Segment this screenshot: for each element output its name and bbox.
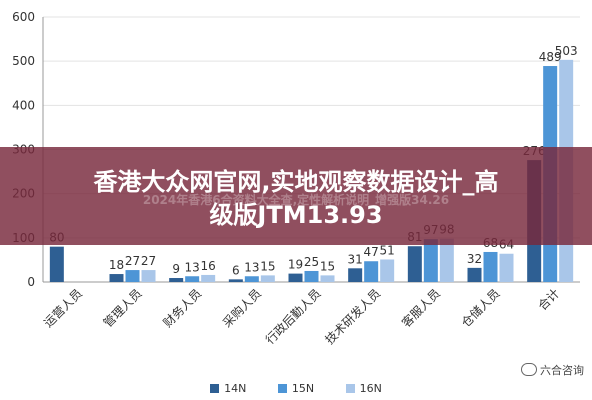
legend-item-16n: 16N xyxy=(345,382,382,395)
y-tick-label: 400 xyxy=(12,98,35,112)
y-tick-label: 600 xyxy=(12,10,35,24)
watermark-text: 六合咨询 xyxy=(540,364,584,377)
x-tick-label: 技术研发人员 xyxy=(322,286,384,348)
data-label: 51 xyxy=(380,243,395,257)
data-label: 27 xyxy=(125,254,140,268)
x-tick-label: 运营人员 xyxy=(41,286,85,330)
legend-label: 15N xyxy=(291,382,315,395)
bar-15n xyxy=(423,239,438,282)
bar-16n xyxy=(380,259,395,282)
data-label: 503 xyxy=(555,44,578,58)
watermark: 六合咨询 xyxy=(521,362,584,378)
x-tick-label: 管理人员 xyxy=(100,286,145,331)
data-label: 18 xyxy=(109,258,124,272)
bar-16n xyxy=(141,270,156,282)
y-tick-label: 500 xyxy=(12,54,35,68)
legend-item-14n: 14N xyxy=(210,382,246,395)
data-label: 489 xyxy=(539,50,562,64)
data-label: 19 xyxy=(288,258,303,272)
x-tick-label: 财务人员 xyxy=(160,286,205,331)
banner-title-line-2: 级版JTM13.93 xyxy=(209,201,383,229)
bar-16n xyxy=(499,253,514,282)
legend-label: 16N xyxy=(359,382,382,395)
data-label: 15 xyxy=(320,259,335,273)
legend-swatch xyxy=(277,384,287,393)
data-label: 32 xyxy=(467,252,482,266)
banner-title-line-1: 香港大众网官网,实地观察数据设计_高 xyxy=(93,168,499,196)
bar-15n xyxy=(125,270,140,282)
bar-14n xyxy=(407,246,422,282)
y-tick-label: 0 xyxy=(27,275,35,289)
x-tick-label: 客服人员 xyxy=(398,286,443,331)
bar-15n xyxy=(244,276,259,282)
data-label: 13 xyxy=(185,260,200,274)
bar-14n xyxy=(348,268,363,282)
legend-item-15n: 15N xyxy=(277,382,315,395)
legend-swatch xyxy=(210,384,220,393)
data-label: 27 xyxy=(141,254,156,268)
data-label: 47 xyxy=(364,245,379,259)
legend-label: 14N xyxy=(224,382,247,395)
data-label: 6 xyxy=(232,263,240,277)
bar-15n xyxy=(304,270,319,282)
bar-14n xyxy=(228,279,243,282)
banner-subtitle: 2024年香港6合资料大全查,定性解析说明_增强版34.26 xyxy=(142,193,450,207)
x-tick-label: 合计 xyxy=(535,286,563,314)
bar-15n xyxy=(185,276,200,282)
bar-16n xyxy=(260,275,275,282)
bar-14n xyxy=(467,267,482,282)
legend-swatch xyxy=(345,384,355,393)
wechat-icon xyxy=(521,363,537,376)
bar-16n xyxy=(439,238,454,282)
bar-15n xyxy=(364,261,379,282)
x-tick-label: 采购人员 xyxy=(219,286,264,331)
data-label: 25 xyxy=(304,255,319,269)
data-label: 9 xyxy=(172,262,180,276)
bar-16n xyxy=(320,275,335,282)
data-label: 31 xyxy=(348,252,363,266)
title-banner: 香港大众网官网,实地观察数据设计_高 2024年香港6合资料大全查,定性解析说明… xyxy=(0,147,592,245)
data-label: 16 xyxy=(201,259,216,273)
bar-14n xyxy=(109,274,124,282)
x-tick-label: 行政后勤人员 xyxy=(263,286,324,347)
data-label: 15 xyxy=(260,259,275,273)
bar-16n xyxy=(201,274,216,282)
chart-legend: 14N 15N 16N xyxy=(0,382,592,395)
data-label: 13 xyxy=(244,260,259,274)
bar-14n xyxy=(49,246,64,282)
bar-14n xyxy=(288,273,303,282)
bar-14n xyxy=(169,278,184,282)
x-tick-label: 仓储人员 xyxy=(458,286,503,331)
bar-15n xyxy=(483,251,498,282)
